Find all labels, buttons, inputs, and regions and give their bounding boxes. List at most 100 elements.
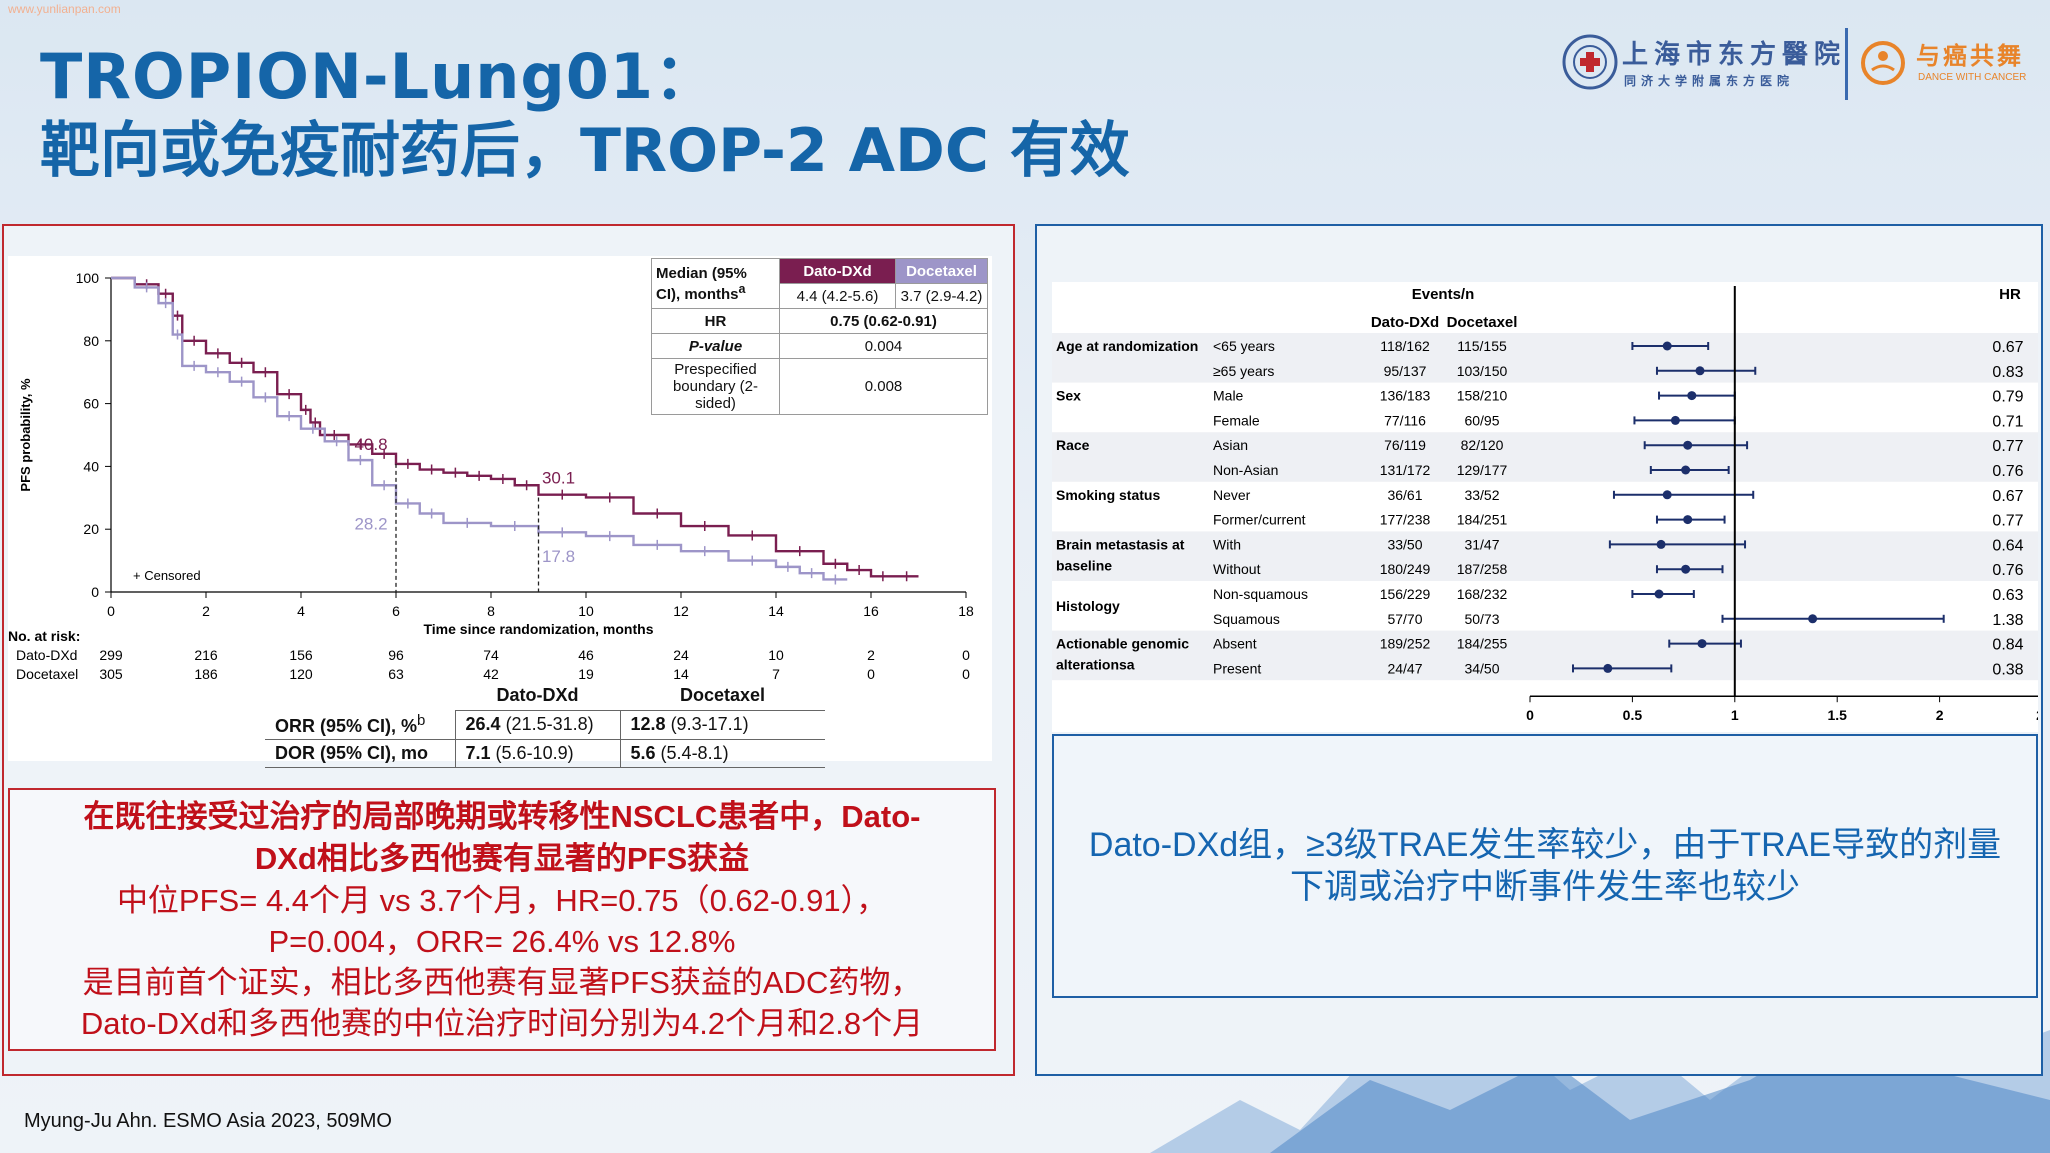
censor-mark <box>902 571 911 582</box>
forest-subgroup-label: Without <box>1213 561 1261 577</box>
median-col-docetaxel: Docetaxel <box>895 258 988 284</box>
forest-hr-value: 0.76 <box>1992 562 2023 579</box>
landmark-label: 30.1 <box>542 468 575 487</box>
landmark-label: 17.8 <box>542 547 575 566</box>
dato-header: Dato-DXd <box>1371 314 1439 331</box>
forest-docetaxel-events: 34/50 <box>1464 660 1499 676</box>
censor-mark <box>878 571 887 582</box>
dor-doc-ci: (5.4-8.1) <box>660 743 729 763</box>
y-tick-label: 60 <box>83 396 99 412</box>
forest-dato-events: 136/183 <box>1380 388 1431 404</box>
censor-mark <box>653 508 662 519</box>
censor-mark <box>308 423 317 434</box>
forest-hr-value: 0.79 <box>1992 389 2023 406</box>
dor-doc-main: 5.6 <box>630 743 656 763</box>
censor-mark <box>237 357 246 368</box>
forest-subgroup-label: Non-Asian <box>1213 462 1278 478</box>
forest-dato-events: 57/70 <box>1387 611 1422 627</box>
forest-dato-events: 156/229 <box>1380 586 1431 602</box>
censor-mark <box>237 376 246 387</box>
censor-mark <box>605 492 614 503</box>
y-tick-label: 0 <box>91 584 99 600</box>
dance-logo-name: 与癌共舞 <box>1916 43 2024 70</box>
page-title-line2: 靶向或免疫耐药后，TROP-2 ADC 有效 <box>40 116 1130 186</box>
censor-mark <box>173 329 182 340</box>
censor-mark <box>795 546 804 557</box>
x-tick-label: 6 <box>392 603 400 619</box>
forest-subgroup-label: Male <box>1213 388 1244 404</box>
censor-mark <box>653 539 662 550</box>
logo-area: 上海市东方醫院 同济大学附属东方医院 与癌共舞 DANCE WITH CANCE… <box>1560 28 2030 100</box>
risk-value: 2 <box>867 647 875 663</box>
forest-dato-events: 180/249 <box>1380 561 1431 577</box>
dance-logo-icon <box>1861 41 1905 85</box>
forest-subgroup-label: With <box>1213 536 1241 552</box>
censor-mark <box>285 411 294 422</box>
summary-line3: 中位PFS= 4.4个月 vs 3.7个月，HR=0.75（0.62-0.91）… <box>116 883 888 918</box>
censor-mark <box>142 282 151 293</box>
forest-point <box>1656 539 1666 549</box>
risk-value: 46 <box>578 647 594 663</box>
forest-group-label: baseline <box>1056 557 1112 573</box>
forest-point <box>1662 490 1672 500</box>
forest-hr-value: 0.77 <box>1992 438 2023 455</box>
x-tick-label: 4 <box>297 603 305 619</box>
y-tick-label: 100 <box>76 270 100 286</box>
risk-value: 299 <box>99 647 123 663</box>
km-curve-dato-dxd <box>111 276 919 578</box>
risk-value: 0 <box>962 647 970 663</box>
forest-group-band <box>1052 531 2038 581</box>
forest-hr-value: 0.84 <box>1992 637 2023 654</box>
orr-col-dato: Dato-DXd <box>455 682 620 711</box>
censor-mark <box>213 367 222 378</box>
forest-hr-value: 0.76 <box>1992 463 2023 480</box>
forest-point <box>1697 639 1707 649</box>
forest-group-label: Race <box>1056 437 1090 453</box>
forest-point <box>1662 341 1672 351</box>
forest-subgroup-label: Absent <box>1213 636 1257 652</box>
forest-subgroup-label: Female <box>1213 412 1260 428</box>
forest-subgroup-label: Non-squamous <box>1213 586 1308 602</box>
hr-value: 0.75 (0.62-0.91) <box>779 308 988 334</box>
censor-mark <box>301 404 310 415</box>
y-tick-label: 40 <box>83 458 99 474</box>
censor-mark <box>463 517 472 528</box>
forest-point <box>1683 440 1693 450</box>
x-tick-label: 14 <box>768 603 784 619</box>
summary-line5: 是目前首个证实，相比多西他赛有显著PFS获益的ADC药物， <box>82 965 922 1000</box>
dor-row-label: DOR (95% CI), mo <box>275 743 429 763</box>
forest-group-band <box>1052 432 2038 482</box>
watermark: www.yunlianpan.com <box>8 2 121 16</box>
forest-hr-value: 1.38 <box>1992 612 2023 629</box>
forest-point <box>1687 391 1697 401</box>
forest-docetaxel-events: 82/120 <box>1461 437 1504 453</box>
boundary-value: 0.008 <box>779 358 988 415</box>
forest-point <box>1681 465 1691 475</box>
median-label-sup: a <box>738 281 746 296</box>
censor-mark <box>605 531 614 542</box>
censor-mark <box>261 392 270 403</box>
forest-docetaxel-events: 31/47 <box>1464 536 1499 552</box>
censor-mark <box>498 473 507 484</box>
hospital-logo-sub: 同济大学附属东方医院 <box>1624 74 1795 88</box>
risk-value: 63 <box>388 666 404 682</box>
forest-docetaxel-events: 115/155 <box>1457 338 1507 354</box>
landmark-label: 40.8 <box>354 435 387 454</box>
median-value-dato: 4.4 (4.2-5.6) <box>779 283 896 309</box>
hr-label: HR <box>651 308 780 334</box>
forest-point <box>1681 564 1691 574</box>
hospital-logo-icon <box>1562 34 1618 90</box>
forest-x-title: Hazard ratio <box>1744 731 1848 732</box>
forest-hr-value: 0.67 <box>1992 339 2023 356</box>
forest-x-tick-label: 1.5 <box>1827 707 1847 723</box>
forest-point <box>1670 415 1680 425</box>
censor-mark <box>213 348 222 359</box>
forest-docetaxel-events: 184/255 <box>1457 636 1508 652</box>
median-col-dato: Dato-DXd <box>779 258 896 284</box>
forest-x-tick-label: 2 <box>1936 707 1944 723</box>
forest-hr-value: 0.67 <box>1992 488 2023 505</box>
forest-point <box>1695 366 1705 376</box>
censor-mark <box>558 489 567 500</box>
median-label-cell: Median (95% CI), monthsa <box>651 258 780 309</box>
summary-bold-line1: 在既往接受过治疗的局部晚期或转移性NSCLC患者中，Dato- <box>83 799 921 834</box>
